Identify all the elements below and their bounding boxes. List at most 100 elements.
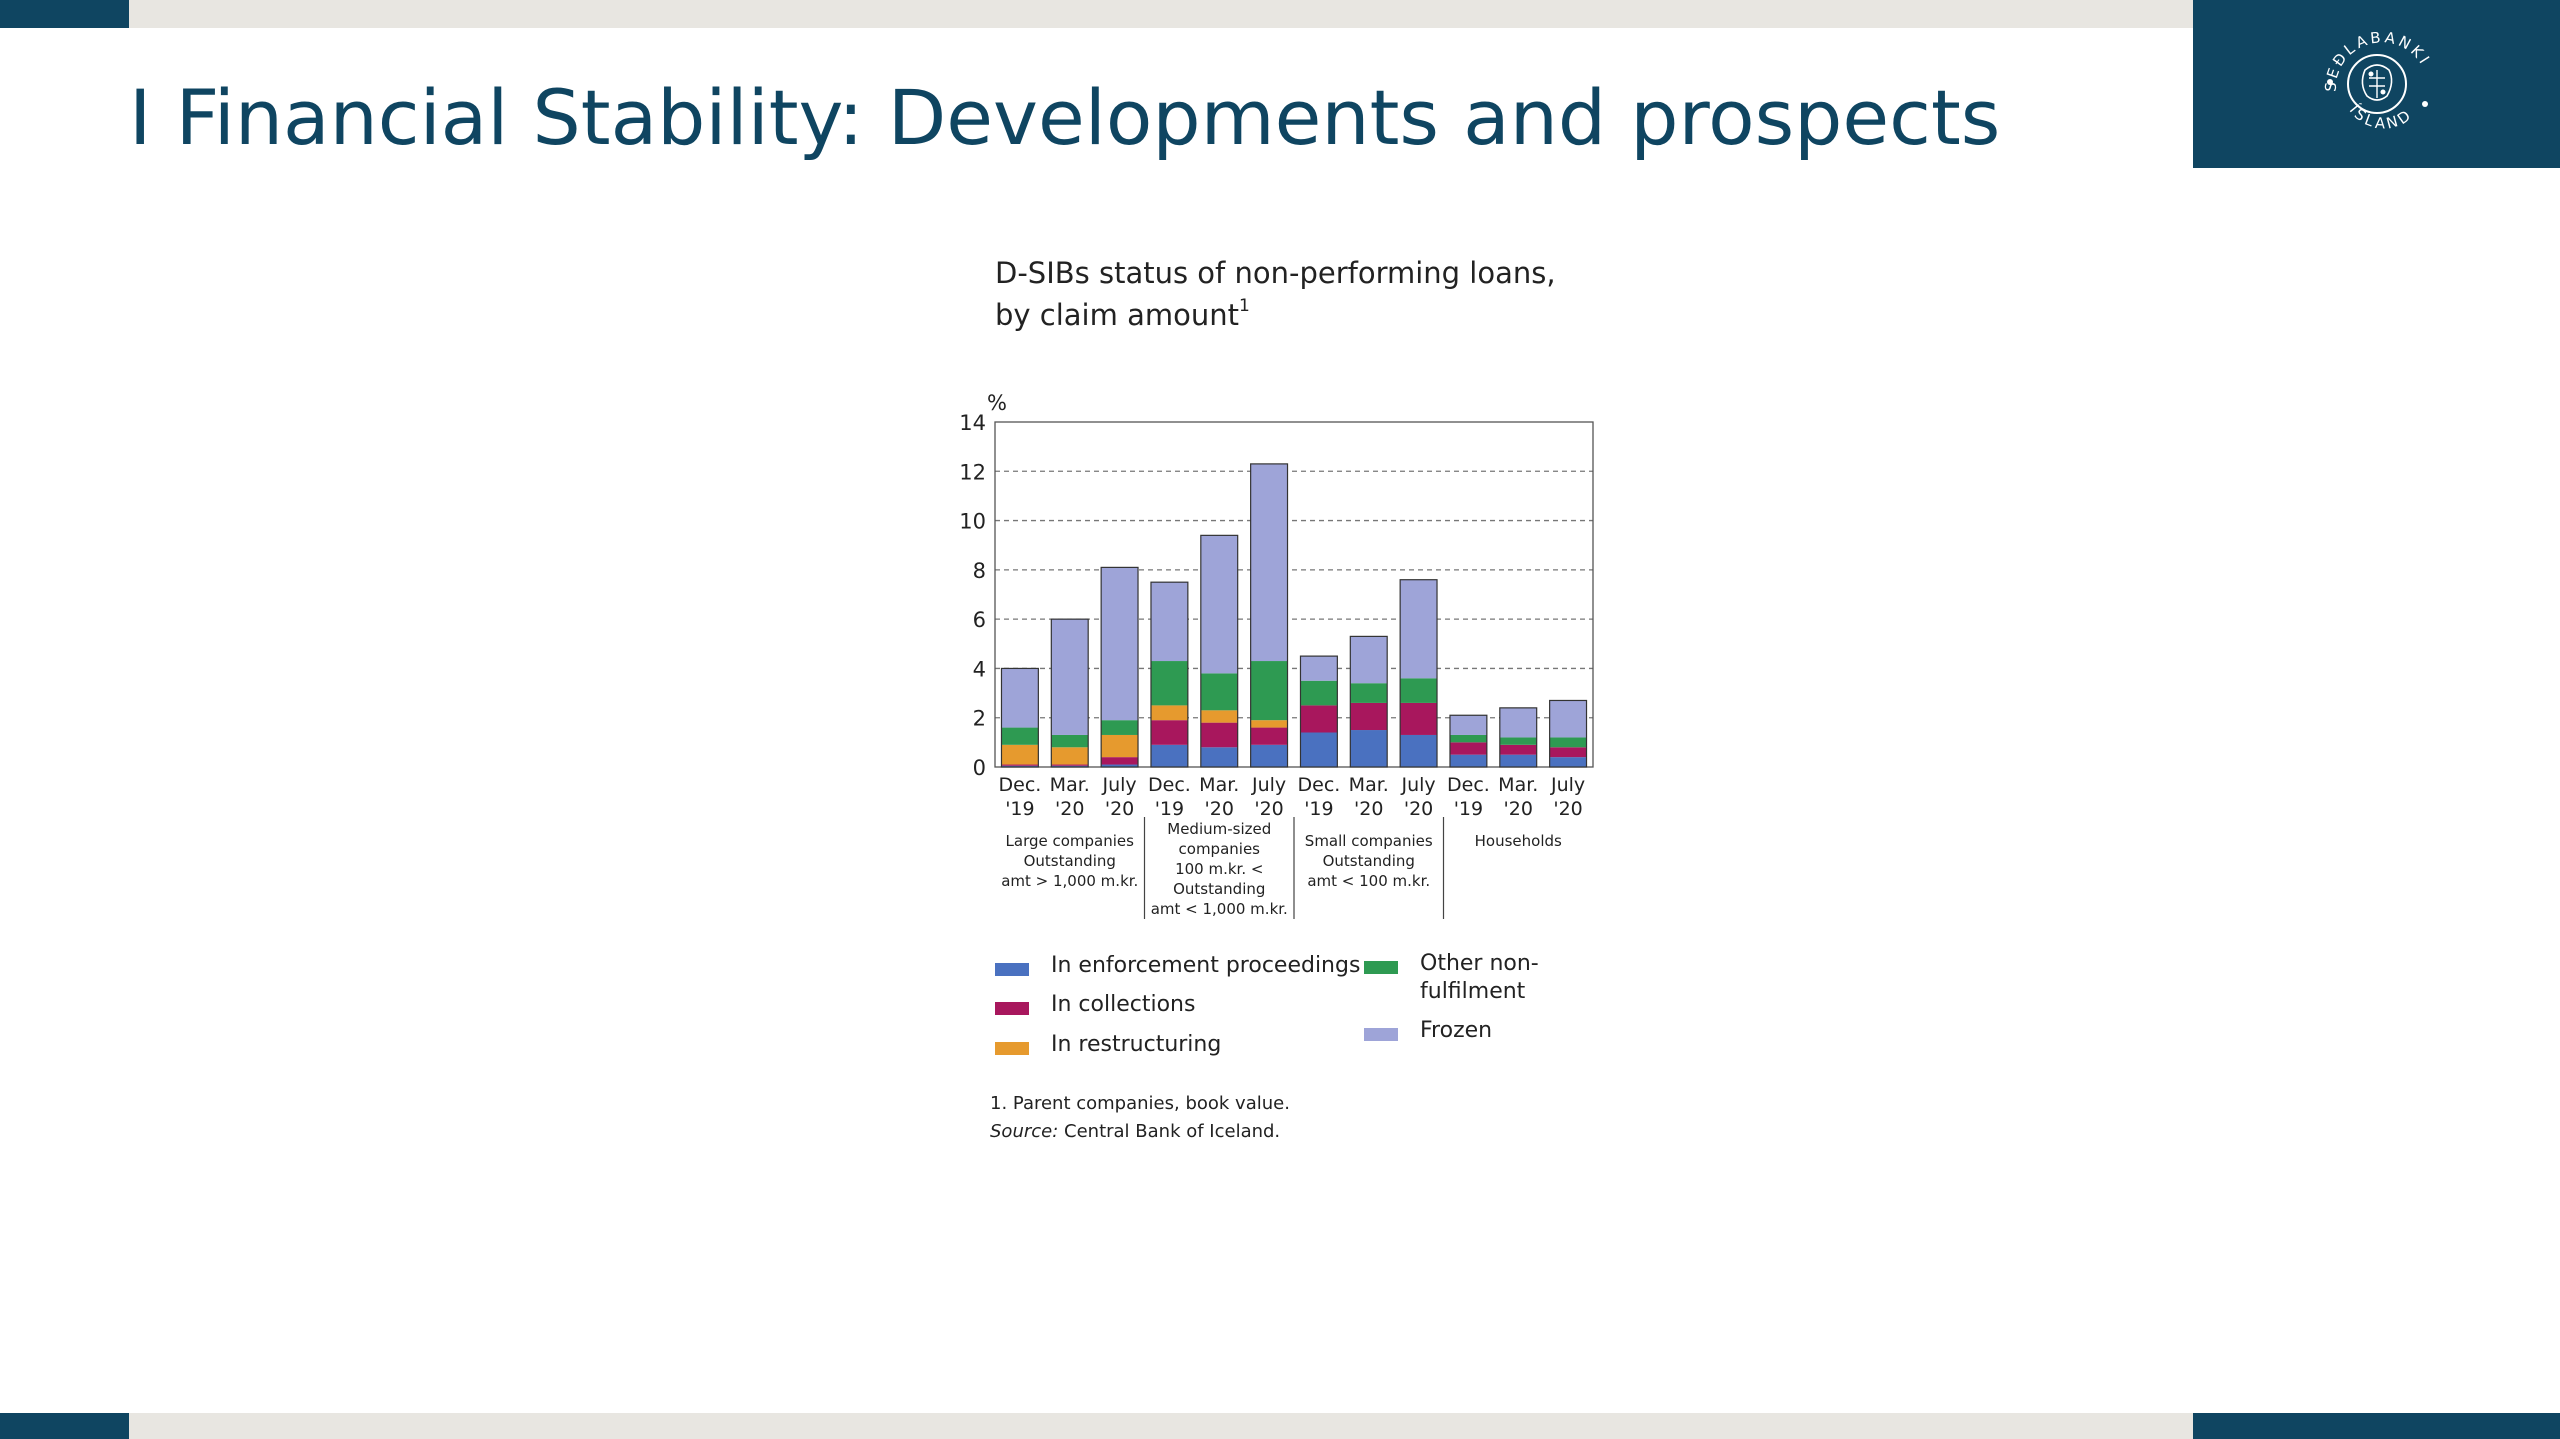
group-label: Medium-sized <box>1167 820 1271 838</box>
bar-outline <box>1200 534 1239 768</box>
bar-segment <box>1001 744 1039 765</box>
x-tick-label: '20 <box>1205 798 1234 820</box>
bar-segment <box>1549 747 1587 758</box>
bar-segment <box>1449 742 1487 755</box>
bar-segment <box>1400 734 1438 767</box>
bar-segment <box>1051 764 1089 766</box>
legend-label-restructuring: In restructuring <box>1051 1032 1222 1057</box>
x-tick-label: '20 <box>1404 798 1433 820</box>
y-tick-label: 8 <box>973 559 986 583</box>
bar-segment <box>1001 668 1039 728</box>
group-label: Households <box>1475 832 1562 850</box>
group-label: Outstanding <box>1024 852 1116 870</box>
bar-outline <box>1299 655 1338 768</box>
bar-segment <box>1350 702 1388 731</box>
bar-outline <box>1449 714 1488 768</box>
x-tick-label: '20 <box>1254 798 1283 820</box>
bar-segment <box>1051 765 1089 767</box>
group-label: Outstanding <box>1323 852 1415 870</box>
legend-label-collections: In collections <box>1051 992 1196 1017</box>
x-tick-label: Dec. <box>1298 774 1341 796</box>
bar-segment <box>1400 702 1438 735</box>
y-tick-label: 6 <box>973 608 986 632</box>
bar-segment <box>1200 722 1238 748</box>
bar-outline <box>1549 699 1588 768</box>
legend-label-other: Other non- fulfilment <box>1420 950 1539 1006</box>
bar-segment <box>1250 727 1288 745</box>
group-label: companies <box>1179 840 1261 858</box>
footnote-note: 1. Parent companies, book value. <box>990 1093 1290 1114</box>
legend-label-frozen: Frozen <box>1420 1018 1493 1043</box>
bar-segment <box>1001 727 1039 745</box>
bar-segment <box>1250 661 1288 721</box>
bar-segment <box>1150 705 1188 721</box>
y-tick-label: 2 <box>973 707 986 731</box>
bar-segment <box>1150 582 1188 662</box>
bar-segment <box>1499 744 1537 755</box>
x-tick-label: '20 <box>1055 798 1084 820</box>
x-tick-label: Dec. <box>999 774 1042 796</box>
legend-swatch-restructuring <box>995 1042 1029 1055</box>
group-label: Large companies <box>1006 832 1135 850</box>
footnote-source: Source: Central Bank of Iceland. <box>990 1118 1290 1146</box>
y-tick-label: 14 <box>959 411 986 435</box>
legend-label-other-line2: fulfilment <box>1420 979 1526 1004</box>
bar-segment <box>1150 661 1188 706</box>
bar-segment <box>1101 567 1139 721</box>
chart-title-line1: D-SIBs status of non-performing loans, <box>995 256 1556 290</box>
bar-segment <box>1300 705 1338 733</box>
legend-item-restructuring: In restructuring <box>995 1031 1221 1059</box>
bar-segment <box>1101 734 1139 758</box>
x-tick-label: '19 <box>1454 798 1483 820</box>
bar-outline <box>1399 579 1438 768</box>
group-label: amt < 1,000 m.kr. <box>1151 900 1288 918</box>
logo-text-top: SEÐLABANKI <box>2322 28 2435 92</box>
bar-segment <box>1350 636 1388 684</box>
x-tick-label: '20 <box>1354 798 1383 820</box>
bar-outline <box>1050 618 1089 768</box>
bar-outline <box>1100 566 1139 768</box>
x-tick-label: '19 <box>1304 798 1333 820</box>
bar-outline <box>1000 667 1039 768</box>
bar-segment <box>1001 764 1039 766</box>
x-tick-label: July <box>1251 774 1286 796</box>
x-tick-label: Mar. <box>1199 774 1239 796</box>
bottom-left-accent-bar <box>0 1413 129 1439</box>
bar-segment <box>1400 579 1438 679</box>
bar-segment <box>1051 747 1089 765</box>
x-tick-label: Dec. <box>1148 774 1191 796</box>
chart-title-line2: by claim amount <box>995 298 1239 332</box>
source-text: Central Bank of Iceland. <box>1058 1121 1281 1142</box>
bar-segment <box>1300 656 1338 681</box>
y-tick-label: 0 <box>973 756 986 780</box>
bar-segment <box>1350 730 1388 767</box>
group-label: amt > 1,000 m.kr. <box>1001 872 1138 890</box>
bottom-accent-bar <box>129 1413 2193 1439</box>
legend-item-collections: In collections <box>995 991 1195 1019</box>
x-tick-label: '20 <box>1504 798 1533 820</box>
bar-segment <box>1200 747 1238 767</box>
bar-segment <box>1101 757 1139 765</box>
bar-segment <box>1051 619 1089 735</box>
bar-segment <box>1300 680 1338 706</box>
source-label: Source: <box>990 1121 1059 1142</box>
bar-segment <box>1101 764 1139 767</box>
x-tick-label: '20 <box>1105 798 1134 820</box>
bar-segment <box>1549 737 1587 748</box>
bar-outline <box>1499 707 1538 768</box>
stacked-bar-chart: 02468101214%Dec.'19Mar.'20July'20Dec.'19… <box>959 391 1594 919</box>
x-tick-label: Dec. <box>1447 774 1490 796</box>
bar-segment <box>1549 700 1587 738</box>
legend-label-other-line1: Other non- <box>1420 951 1539 976</box>
legend-item-other: Other non- fulfilment <box>1364 950 1539 1006</box>
bar-segment <box>1250 720 1288 728</box>
group-label: Small companies <box>1305 832 1433 850</box>
bottom-right-accent-bar <box>2193 1413 2560 1439</box>
bar-outline <box>1349 635 1388 768</box>
group-label: Outstanding <box>1173 880 1265 898</box>
y-tick-label: 4 <box>973 657 986 681</box>
bar-segment <box>1449 754 1487 767</box>
x-tick-label: '20 <box>1553 798 1582 820</box>
top-left-accent-bar <box>0 0 129 28</box>
sedlabanki-seal-icon: SEÐLABANKI ÍSLANDS <box>2187 0 2435 133</box>
